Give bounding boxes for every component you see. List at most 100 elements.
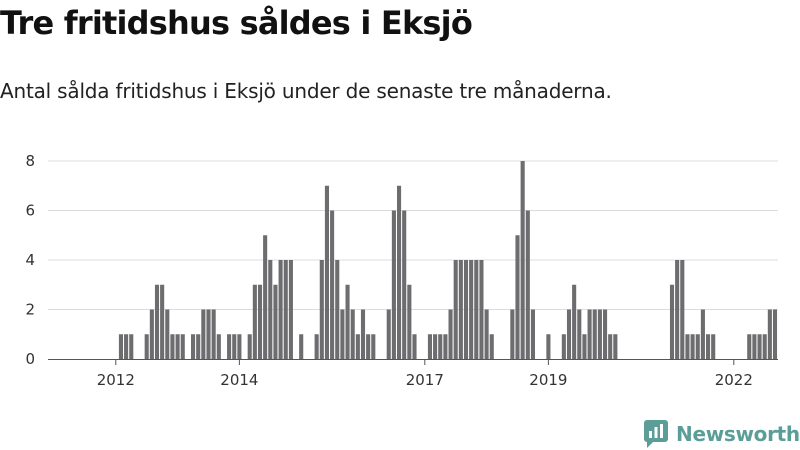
bar bbox=[268, 260, 273, 359]
bar bbox=[767, 309, 772, 359]
y-axis-tick-labels: 0 2 4 6 8 bbox=[25, 152, 35, 368]
bar bbox=[603, 309, 608, 359]
bar bbox=[443, 334, 448, 359]
bar bbox=[299, 334, 304, 359]
chart-title: Tre fritidshus såldes i Eksjö bbox=[0, 4, 473, 42]
bar bbox=[706, 334, 711, 359]
bar bbox=[397, 185, 402, 359]
bar bbox=[463, 260, 469, 359]
bar bbox=[479, 260, 484, 359]
bar bbox=[278, 260, 283, 359]
bar bbox=[340, 309, 345, 359]
bars bbox=[118, 161, 778, 359]
bar bbox=[196, 334, 201, 359]
x-tick-label: 2014 bbox=[220, 371, 258, 389]
bar bbox=[613, 334, 618, 359]
bar bbox=[515, 235, 520, 359]
bar bbox=[345, 284, 350, 359]
bar bbox=[572, 284, 577, 359]
bar bbox=[711, 334, 716, 359]
bar bbox=[371, 334, 376, 359]
bar bbox=[232, 334, 237, 359]
bar bbox=[577, 309, 582, 359]
bar bbox=[360, 309, 366, 359]
bar bbox=[216, 334, 221, 359]
bar bbox=[587, 309, 592, 359]
x-tick-label: 2022 bbox=[715, 371, 753, 389]
bar bbox=[680, 260, 685, 359]
bar bbox=[489, 334, 494, 359]
newsworthy-logo: Newsworthy bbox=[644, 420, 800, 448]
bar bbox=[438, 334, 443, 359]
y-tick-label: 2 bbox=[25, 301, 35, 319]
bar bbox=[520, 161, 525, 359]
y-tick-label: 6 bbox=[25, 202, 35, 220]
bar bbox=[608, 334, 613, 359]
bar bbox=[180, 334, 185, 359]
bar bbox=[510, 309, 515, 359]
bar bbox=[386, 309, 391, 359]
bar bbox=[484, 309, 489, 359]
bar bbox=[469, 260, 474, 359]
bar bbox=[154, 284, 160, 359]
x-tick-label: 2019 bbox=[529, 371, 567, 389]
bar bbox=[407, 284, 412, 359]
bar bbox=[201, 309, 206, 359]
y-tick-label: 8 bbox=[25, 152, 35, 170]
bar bbox=[263, 235, 268, 359]
bar bbox=[474, 260, 479, 359]
bar bbox=[453, 260, 458, 359]
bar bbox=[165, 309, 170, 359]
brand-name: Newsworthy bbox=[676, 422, 800, 446]
bar bbox=[355, 334, 360, 359]
bar bbox=[170, 334, 175, 359]
bar bbox=[129, 334, 134, 359]
bar bbox=[237, 334, 242, 359]
gridlines bbox=[48, 160, 778, 310]
bar bbox=[582, 334, 587, 359]
y-tick-label: 0 bbox=[25, 350, 35, 368]
x-tick-label: 2017 bbox=[406, 371, 444, 389]
bar bbox=[402, 210, 407, 359]
bar bbox=[597, 309, 602, 359]
bar bbox=[257, 284, 263, 359]
bar bbox=[324, 185, 329, 359]
bar bbox=[675, 260, 680, 359]
bar bbox=[530, 309, 535, 359]
x-tick-label: 2012 bbox=[97, 371, 135, 389]
bar bbox=[288, 260, 293, 359]
bar bbox=[566, 309, 572, 359]
bar bbox=[592, 309, 597, 359]
x-axis-tick-labels: 201220142017201920222024 bbox=[97, 360, 753, 389]
bar bbox=[700, 309, 705, 359]
bar bbox=[685, 334, 690, 359]
bar bbox=[546, 334, 551, 359]
bar bbox=[330, 210, 335, 359]
bar bbox=[124, 334, 129, 359]
bar bbox=[319, 260, 324, 359]
bar bbox=[144, 334, 149, 359]
bar bbox=[391, 210, 396, 359]
y-tick-label: 4 bbox=[25, 251, 35, 269]
bar bbox=[191, 334, 196, 359]
bar bbox=[227, 334, 232, 359]
bar bbox=[350, 309, 355, 359]
bar bbox=[206, 309, 211, 359]
newsworthy-logo-icon bbox=[644, 420, 668, 448]
bar bbox=[252, 284, 257, 359]
bar bbox=[525, 210, 530, 359]
bar bbox=[149, 309, 154, 359]
bar bbox=[283, 260, 288, 359]
bar bbox=[433, 334, 438, 359]
bar bbox=[752, 334, 757, 359]
bar bbox=[273, 284, 278, 359]
bar bbox=[757, 334, 762, 359]
bar bbox=[458, 260, 463, 359]
bar bbox=[211, 309, 216, 359]
bar bbox=[314, 334, 319, 359]
bar bbox=[160, 284, 165, 359]
bar bbox=[762, 334, 767, 359]
bar bbox=[690, 334, 695, 359]
bar bbox=[412, 334, 417, 359]
